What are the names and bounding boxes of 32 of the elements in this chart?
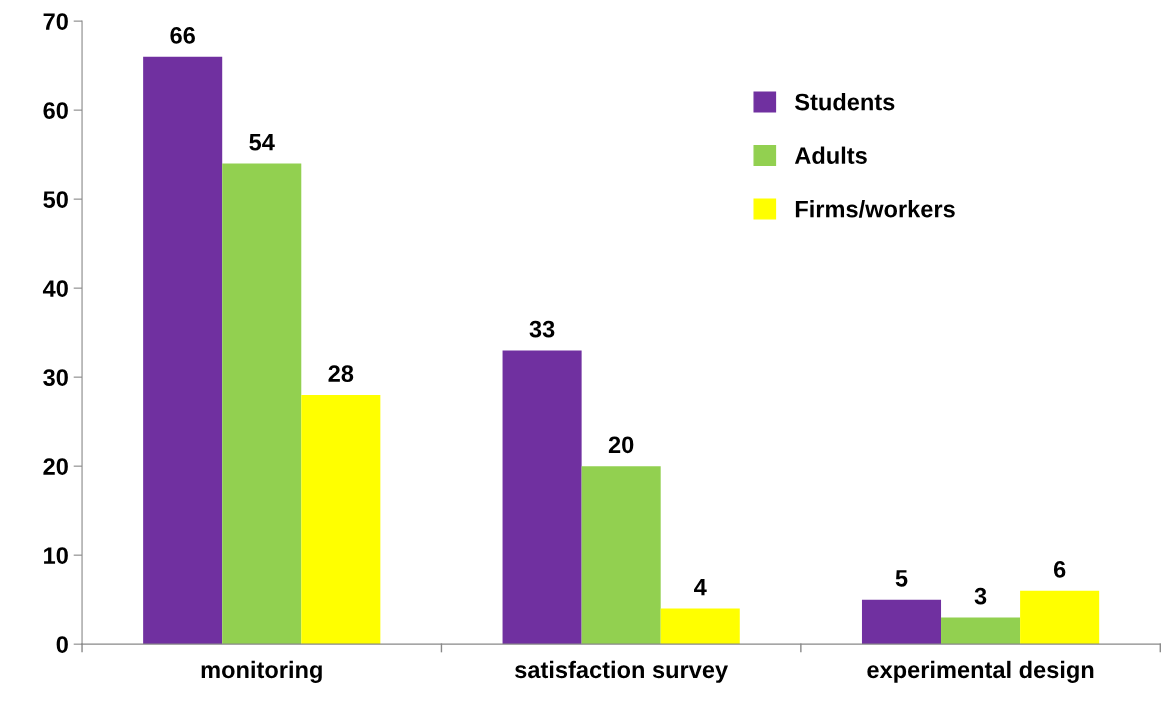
bar — [581, 466, 661, 645]
y-tick-label: 50 — [43, 191, 68, 208]
y-tick-label: 10 — [44, 547, 68, 564]
data-label: 54 — [249, 134, 275, 151]
x-tick-label: monitoring — [201, 660, 322, 683]
x-tick-label: experimental design — [867, 660, 1094, 683]
y-tick-label: 30 — [43, 369, 68, 386]
data-label: 6 — [1053, 561, 1066, 578]
bar — [941, 617, 1021, 645]
y-tick-label: 20 — [43, 458, 68, 475]
bar — [143, 56, 223, 645]
x-tick-label: satisfaction survey — [515, 660, 728, 683]
data-label: 20 — [608, 436, 634, 454]
bar — [222, 163, 302, 645]
y-tick-label: 0 — [56, 636, 68, 653]
legend-label: Students — [795, 93, 895, 111]
data-label: 4 — [694, 579, 707, 596]
y-tick-label: 60 — [43, 102, 68, 119]
legend-label: Adults — [794, 146, 867, 164]
data-label: 33 — [529, 320, 555, 338]
y-tick-label: 40 — [42, 280, 68, 297]
bar — [861, 599, 942, 645]
legend-label: Firms/workers — [795, 200, 955, 218]
data-label: 5 — [895, 570, 908, 587]
bar — [1020, 590, 1100, 645]
data-label: 3 — [974, 587, 987, 605]
bar — [502, 350, 582, 645]
data-label: 66 — [170, 27, 195, 44]
bar — [660, 608, 740, 645]
bar — [301, 394, 381, 645]
y-tick-label: 70 — [43, 13, 68, 30]
data-label: 28 — [328, 365, 354, 382]
